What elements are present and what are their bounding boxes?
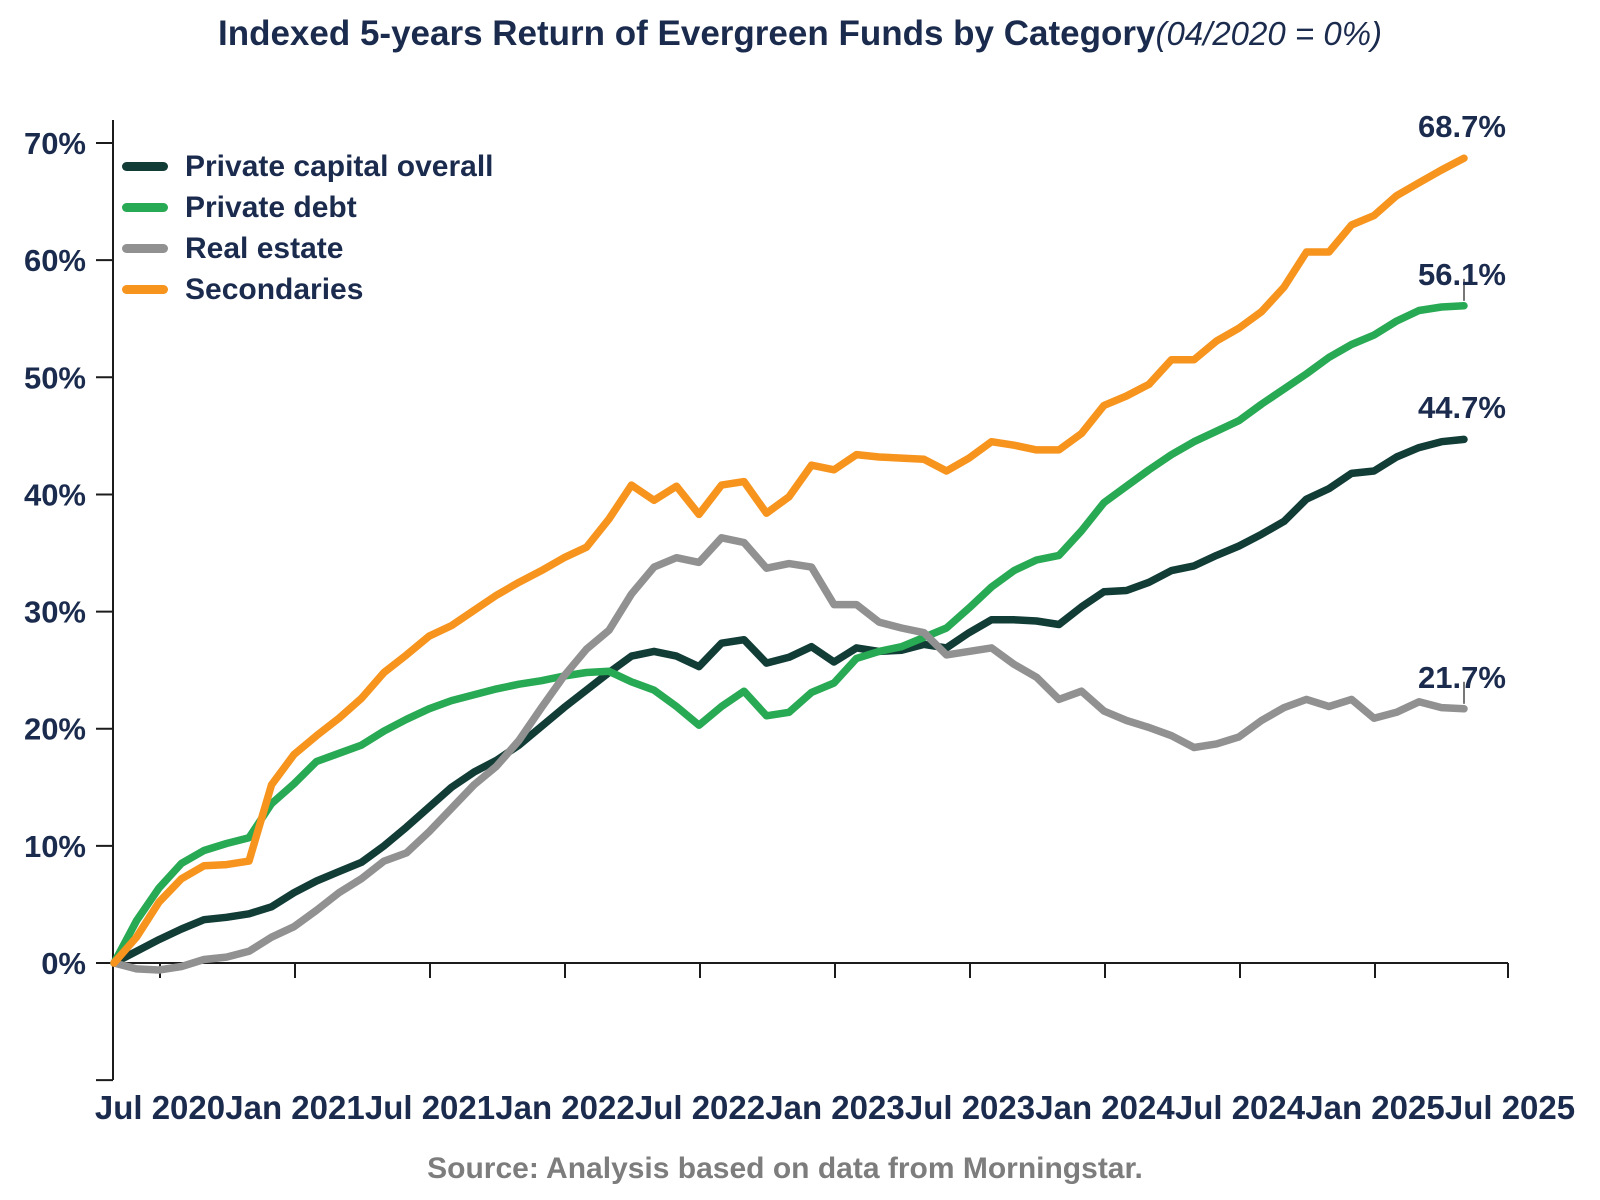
series-line-real-estate: [110, 534, 1468, 974]
y-tick-label: 60%: [24, 243, 86, 278]
y-tick-label: 0%: [41, 946, 86, 981]
legend-label: Private capital overall: [185, 149, 494, 183]
y-tick-label: 20%: [24, 712, 86, 747]
legend: Private capital overall Private debt Rea…: [122, 146, 494, 310]
legend-swatch-real-estate: [122, 244, 168, 253]
y-tick-label: 40%: [24, 477, 86, 512]
legend-label: Private debt: [185, 190, 357, 224]
chart-title-note: (04/2020 = 0%): [1155, 15, 1383, 52]
end-value-private-capital-overall: 44.7%: [1418, 390, 1506, 426]
x-tick-label: Jan 2025: [1305, 1089, 1444, 1126]
legend-item-real-estate: Real estate: [122, 228, 494, 269]
x-tick-label: Jul 2021: [365, 1089, 495, 1126]
x-tick-label: Jul 2022: [635, 1089, 765, 1126]
series-line-private-debt: [110, 302, 1468, 967]
x-tick-label: Jan 2022: [495, 1089, 634, 1126]
x-tick-label: Jan 2021: [225, 1089, 364, 1126]
x-tick-label: Jul 2025: [1445, 1089, 1575, 1126]
x-tick-label: Jan 2023: [765, 1089, 904, 1126]
legend-swatch-secondaries: [122, 285, 168, 294]
legend-label: Real estate: [185, 231, 344, 265]
legend-item-private-debt: Private debt: [122, 187, 494, 228]
chart-title-main: Indexed 5-years Return of Evergreen Fund…: [217, 14, 1156, 53]
y-tick-label: 30%: [24, 595, 86, 630]
x-tick-label: Jul 2020: [95, 1089, 225, 1126]
source-note: Source: Analysis based on data from Morn…: [427, 1152, 1143, 1185]
end-value-secondaries: 68.7%: [1418, 109, 1506, 145]
legend-label: Secondaries: [185, 272, 364, 306]
y-tick-label: 10%: [24, 829, 86, 864]
x-tick-label: Jul 2023: [905, 1089, 1035, 1126]
series-line-private-capital-overall: [110, 435, 1468, 967]
y-tick-label: 50%: [24, 360, 86, 395]
series-line-secondaries: [110, 154, 1468, 967]
legend-swatch-private-debt: [122, 203, 168, 212]
end-value-real-estate: 21.7%: [1418, 659, 1506, 695]
x-tick-label: Jul 2024: [1175, 1089, 1306, 1126]
legend-item-secondaries: Secondaries: [122, 269, 494, 310]
x-tick-label: Jan 2024: [1035, 1089, 1175, 1126]
y-tick-label: 70%: [24, 126, 86, 161]
chart-title: Indexed 5-years Return of Evergreen Fund…: [15, 14, 1585, 54]
end-value-private-debt: 56.1%: [1418, 256, 1506, 292]
legend-item-private-capital-overall: Private capital overall: [122, 146, 494, 187]
legend-swatch-private-capital-overall: [122, 162, 168, 171]
